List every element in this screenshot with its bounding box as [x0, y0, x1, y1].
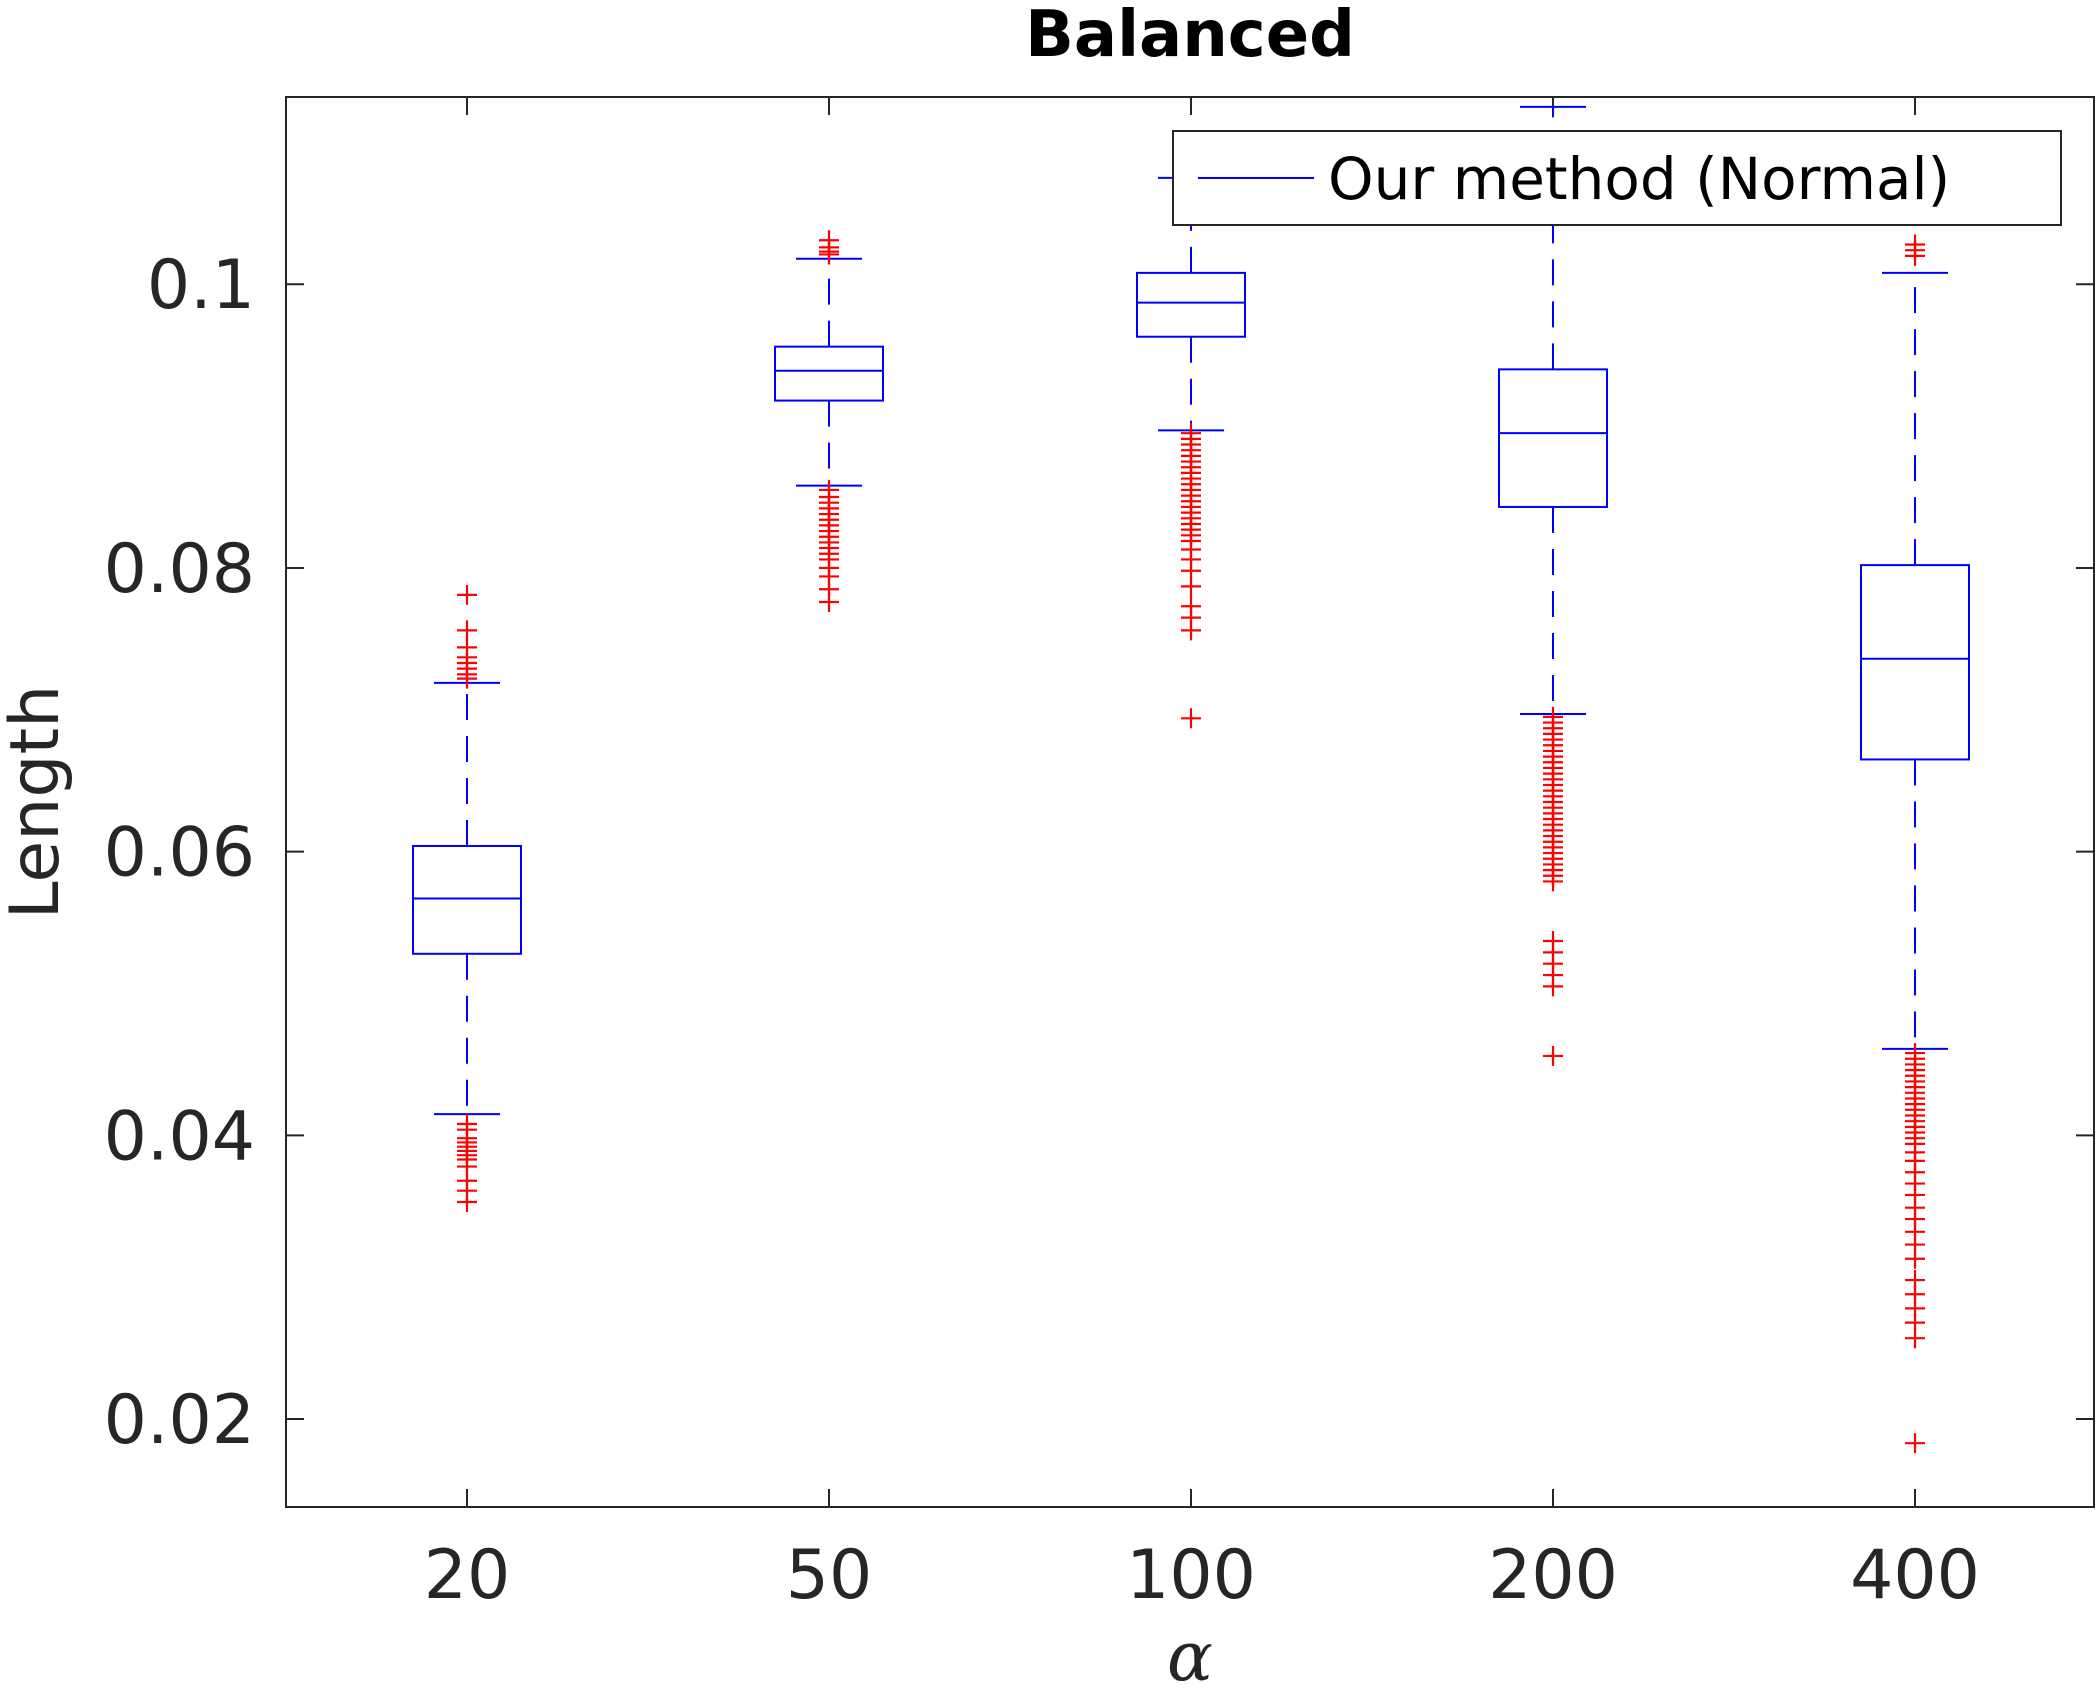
- iqr-box: [774, 345, 884, 402]
- box-50: [774, 230, 884, 612]
- iqr-box: [1860, 564, 1970, 761]
- outlier-marker: [1905, 245, 1925, 266]
- outlier-marker: [819, 244, 839, 265]
- outlier-marker: [457, 668, 477, 689]
- plot-area-frame: [285, 96, 2095, 1508]
- x-tick-label: 400: [1850, 1536, 1980, 1615]
- outlier-marker: [1905, 1433, 1925, 1454]
- outlier-marker: [457, 584, 477, 605]
- legend-box: [1172, 130, 2062, 226]
- outlier-marker: [1905, 1328, 1925, 1349]
- x-tick-label: 50: [786, 1536, 873, 1615]
- y-tick-label: 0.1: [147, 246, 255, 325]
- y-tick-label: 0.02: [104, 1381, 255, 1460]
- y-axis: 0.02 0.04 0.06 0.08 0.1: [104, 246, 2094, 1460]
- x-tick-label: 200: [1488, 1536, 1618, 1615]
- y-tick-label: 0.08: [104, 530, 255, 609]
- legend-label: Our method (Normal): [1328, 145, 1950, 213]
- iqr-box: [1498, 368, 1608, 508]
- outlier-marker: [1181, 576, 1201, 597]
- outlier-marker: [1905, 1248, 1925, 1269]
- y-tick-label: 0.06: [104, 814, 255, 893]
- box-200: [1498, 105, 1608, 1066]
- outlier-marker: [457, 1192, 477, 1213]
- outlier-marker: [1543, 871, 1563, 892]
- x-tick-label: 20: [424, 1536, 511, 1615]
- outlier-marker: [1543, 976, 1563, 997]
- box-100: [1136, 176, 1246, 729]
- chart-title: Balanced: [1025, 0, 1355, 72]
- y-tick-label: 0.04: [104, 1097, 255, 1176]
- box-400: [1860, 234, 1970, 1454]
- legend: Our method (Normal): [1172, 130, 2062, 226]
- outlier-marker: [1181, 708, 1201, 729]
- x-axis: 20 50 100 200 400: [424, 97, 1980, 1615]
- outlier-marker: [819, 591, 839, 612]
- x-tick-label: 100: [1126, 1536, 1256, 1615]
- iqr-box: [1136, 271, 1246, 338]
- y-axis-label: Length: [0, 685, 75, 920]
- iqr-box: [412, 844, 522, 955]
- x-axis-label: α: [1167, 1618, 1213, 1697]
- box-series: [412, 105, 1970, 1454]
- outlier-marker: [1181, 620, 1201, 641]
- outlier-marker: [1543, 1045, 1563, 1066]
- outlier-marker: [457, 620, 477, 641]
- box-20: [412, 584, 522, 1213]
